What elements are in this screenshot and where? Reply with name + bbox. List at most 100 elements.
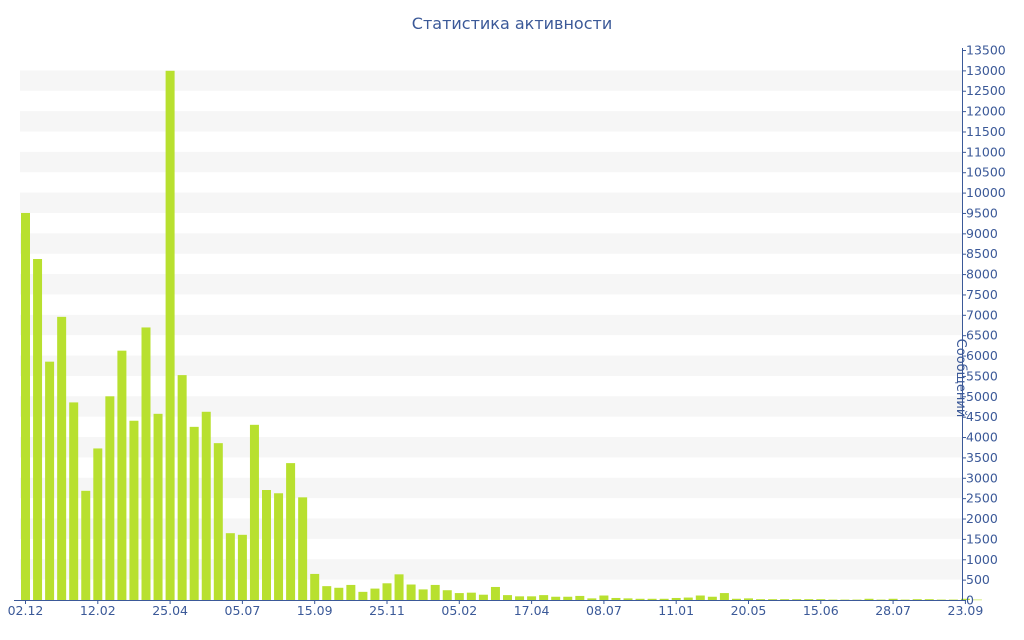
- y-tick-label: 0: [966, 593, 974, 608]
- bar: [840, 599, 850, 601]
- y-tick-label: 8500: [966, 246, 998, 261]
- y-tick-label: 13500: [966, 43, 1006, 58]
- bar: [575, 595, 585, 600]
- bar: [298, 497, 308, 600]
- bar: [888, 598, 898, 600]
- bar: [587, 598, 597, 600]
- bar: [262, 490, 271, 600]
- bar: [647, 598, 657, 600]
- bar: [33, 259, 43, 600]
- y-tick-label: 13000: [966, 63, 1006, 78]
- bar: [358, 591, 368, 600]
- bar: [768, 599, 778, 600]
- bar: [731, 598, 741, 600]
- y-tick-label: 11500: [966, 124, 1006, 139]
- bar: [69, 402, 79, 600]
- bar: [430, 584, 440, 600]
- bar: [57, 316, 67, 600]
- bar: [744, 598, 753, 600]
- x-tick-label: 20.05: [731, 603, 767, 618]
- y-tick-label: 500: [966, 572, 990, 587]
- bar: [719, 593, 729, 600]
- bar: [804, 599, 814, 600]
- bar: [237, 534, 247, 600]
- bar: [466, 592, 476, 600]
- bar: [551, 596, 561, 600]
- bar: [527, 596, 537, 600]
- bar: [93, 448, 103, 600]
- bar: [274, 493, 284, 600]
- bar: [442, 590, 452, 600]
- bar: [936, 599, 946, 601]
- bar: [310, 573, 320, 600]
- bar: [852, 599, 862, 601]
- bar: [780, 599, 790, 600]
- y-tick-label: 3000: [966, 470, 998, 485]
- bar-series: [21, 70, 982, 601]
- x-tick-label: 12.02: [80, 603, 116, 618]
- bar: [189, 426, 199, 600]
- bar: [503, 595, 512, 600]
- bar: [346, 584, 356, 600]
- y-tick-label: 7000: [966, 307, 998, 322]
- y-tick-label: 5500: [966, 368, 998, 383]
- bar: [81, 490, 91, 600]
- x-tick-label: 25.11: [369, 603, 405, 618]
- x-tick-label: 15.06: [803, 603, 839, 618]
- y-tick-label: 2500: [966, 491, 998, 506]
- bar: [539, 595, 549, 600]
- bar: [816, 599, 826, 600]
- y-tick-label: 10500: [966, 165, 1006, 180]
- y-tick-label: 11000: [966, 144, 1006, 159]
- y-axis-title: Сообщений: [953, 338, 968, 418]
- y-tick-label: 7500: [966, 287, 998, 302]
- bar: [563, 596, 573, 600]
- y-tick-label: 2000: [966, 511, 998, 526]
- bar: [117, 350, 127, 600]
- bar: [623, 598, 633, 600]
- bar: [490, 586, 500, 600]
- grid-band: [20, 355, 962, 376]
- bar: [635, 598, 645, 600]
- y-tick-label: 1000: [966, 552, 998, 567]
- y-tick-label: 3500: [966, 450, 998, 465]
- grid-bands: [20, 70, 962, 580]
- y-tick-label: 9000: [966, 226, 998, 241]
- bar: [707, 596, 717, 600]
- x-tick-label: 05.07: [225, 603, 261, 618]
- bar: [334, 587, 344, 600]
- bar: [864, 598, 874, 600]
- y-tick-label: 6500: [966, 328, 998, 343]
- bar: [515, 596, 525, 600]
- bar: [322, 586, 332, 600]
- x-tick-label: 08.07: [586, 603, 622, 618]
- bar: [141, 327, 151, 600]
- bar: [201, 411, 211, 600]
- x-tick-label: 15.09: [297, 603, 333, 618]
- y-tick-label: 12000: [966, 104, 1006, 119]
- bar: [948, 599, 958, 601]
- x-tick-label: 05.02: [441, 603, 477, 618]
- grid-band: [20, 396, 962, 417]
- grid-band: [20, 151, 962, 173]
- bar: [418, 589, 428, 600]
- bar: [165, 70, 175, 601]
- bar: [454, 593, 464, 600]
- grid-band: [20, 274, 962, 295]
- bar: [924, 599, 934, 600]
- bar: [960, 598, 970, 600]
- bar: [21, 212, 30, 601]
- bar: [912, 599, 922, 600]
- bar: [659, 598, 669, 600]
- bar: [406, 584, 416, 600]
- grid-band: [20, 192, 962, 213]
- y-tick-label: 4000: [966, 430, 998, 445]
- bar: [828, 599, 838, 601]
- x-tick-label: 02.12: [8, 603, 44, 618]
- bar: [213, 443, 223, 600]
- bar: [671, 597, 681, 600]
- bar: [611, 597, 621, 600]
- bar: [478, 594, 488, 600]
- y-tick-label: 8000: [966, 267, 998, 282]
- bar: [756, 599, 766, 600]
